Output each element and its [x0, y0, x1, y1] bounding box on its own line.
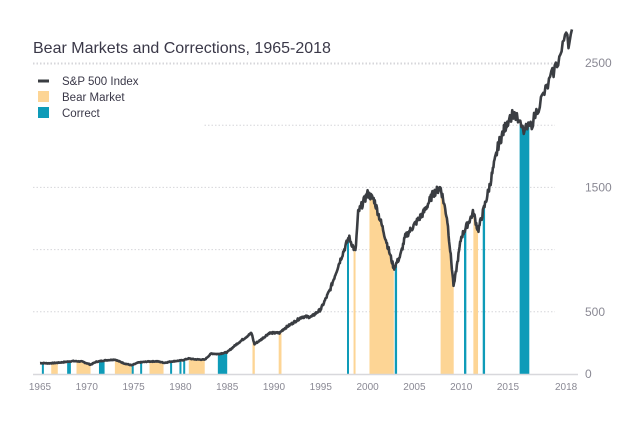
correction-band: [482, 204, 486, 374]
correction-band: [217, 352, 228, 374]
bear-market-band: [440, 187, 454, 374]
x-tick-label: 1975: [122, 382, 145, 393]
bear-market-band: [473, 212, 479, 374]
y-tick-label: 2500: [585, 56, 612, 70]
legend-label: S&P 500 Index: [62, 76, 139, 88]
x-tick-label: 2005: [403, 382, 426, 393]
legend-item-bear-market: Bear Market: [38, 91, 125, 104]
x-tick-label: 1985: [216, 382, 239, 393]
bear-market-band: [149, 361, 164, 374]
correction-band: [464, 226, 467, 374]
legend-label: Bear Market: [62, 92, 125, 104]
x-tick-label: 1965: [29, 382, 52, 393]
bear-market-band: [51, 362, 58, 374]
bear-market-band: [188, 358, 205, 374]
legend-label: Correct: [62, 108, 101, 120]
legend-background: [33, 68, 203, 128]
correction-band: [41, 363, 44, 374]
x-tick-label: 2000: [356, 382, 379, 393]
bear-market-band: [252, 336, 255, 374]
legend-item-correction: Correct: [38, 107, 101, 120]
correction-band: [519, 123, 530, 375]
correction-band: [98, 360, 105, 374]
x-tick-labels: 1965 1970 1975 1980 1985 1990 1995 2000 2005 2010…: [29, 382, 578, 393]
y-tick-label: 0: [585, 367, 592, 381]
x-tick-label: 1970: [76, 382, 99, 393]
x-tick-label: 2018: [555, 382, 578, 393]
correction-band: [131, 364, 134, 374]
legend-swatch-icon: [38, 91, 49, 102]
y-tick-label: 1500: [585, 180, 612, 194]
x-tick-label: 2015: [497, 382, 520, 393]
correction-band: [140, 362, 143, 374]
legend-swatch-icon: [38, 107, 49, 118]
correction-band: [183, 359, 186, 374]
x-tick-label: 1995: [310, 382, 333, 393]
correction-band: [170, 361, 173, 374]
correction-band: [347, 237, 350, 374]
correction-band: [179, 360, 182, 374]
y-tick-labels: 0 500 1500 2500: [585, 56, 612, 381]
legend-item-sp500: S&P 500 Index: [38, 76, 139, 88]
legend: S&P 500 Index Bear Market Correct: [38, 76, 139, 120]
y-tick-label: 500: [585, 305, 605, 319]
series-line-sp500: [39, 29, 574, 367]
chart-title: Bear Markets and Corrections, 1965-2018: [33, 40, 331, 57]
shaded-periods: [41, 123, 530, 375]
bear-market-band: [114, 359, 132, 374]
x-tick-label: 1980: [169, 382, 192, 393]
x-tick-label: 2010: [450, 382, 473, 393]
bear-market-band: [278, 331, 282, 374]
y-gridlines: [33, 62, 555, 313]
x-tick-label: 1990: [263, 382, 286, 393]
correction-band: [394, 262, 398, 374]
bear-market-band: [369, 195, 394, 374]
correction-band: [67, 361, 71, 374]
bear-market-band: [353, 247, 356, 374]
